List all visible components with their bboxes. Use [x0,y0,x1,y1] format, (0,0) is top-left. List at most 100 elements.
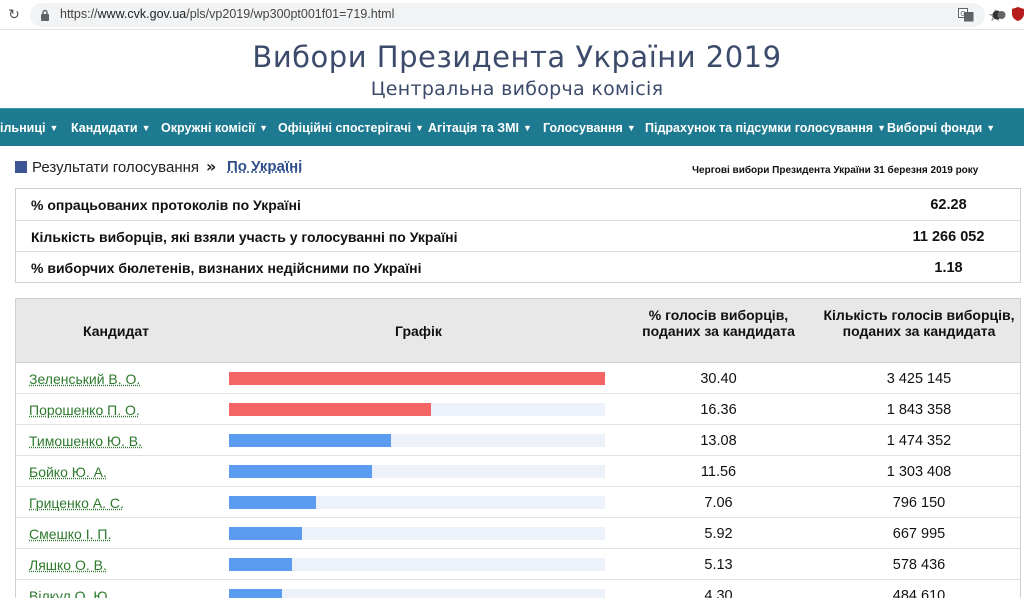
nav-item-label: Виборчі фонди [887,121,983,135]
extension-icon[interactable] [992,8,1006,22]
nav-item-candidates[interactable]: Кандидати ▼ [71,121,151,135]
browser-toolbar: ↻ https://www.cvk.gov.ua/pls/vp2019/wp30… [0,0,1024,30]
vote-bar [229,589,282,598]
nav-item-election-funds[interactable]: Виборчі фонди ▼ [887,121,995,135]
vote-bar-track [229,496,605,509]
summary-value: 62.28 [930,197,967,213]
column-header-chart: Графік [395,323,442,339]
url-host: www.cvk.gov.ua [97,7,187,21]
nav-item-campaign-media[interactable]: Агітація та ЗМІ ▼ [428,121,532,135]
url-scheme: https:// [60,7,98,21]
translate-icon[interactable]: G [958,8,974,22]
table-row: Гриценко А. С. 7.06 796 150 [16,487,1020,518]
nav-item-label: Голосування [543,121,623,135]
chevron-down-icon: ▼ [626,123,636,133]
vote-bar-track [229,403,605,416]
candidate-link[interactable]: Ляшко О. В. [29,557,107,573]
site-subtitle: Центральна виборча комісія [370,78,664,100]
vote-bar [229,372,605,385]
candidate-link[interactable]: Бойко Ю. А. [29,464,107,480]
vote-bar-track [229,434,605,447]
lock-icon[interactable] [40,9,50,21]
candidate-link[interactable]: Порошенко П. О. [29,402,140,418]
table-row: Зеленський В. О. 30.40 3 425 145 [16,363,1020,394]
nav-item-district-commissions[interactable]: Окружні комісії ▼ [161,121,268,135]
vote-percent: 11.56 [700,464,737,480]
nav-item-counting-results[interactable]: Підрахунок та підсумки голосування ▼ [645,121,886,135]
svg-text:G: G [960,10,965,18]
vote-percent: 7.06 [704,495,733,511]
nav-item-label: Офіційні спостерігачі [278,121,412,135]
election-note: Чергові вибори Президента України 31 бер… [692,165,979,176]
site-title: Вибори Президента України 2019 [252,40,782,74]
chevron-down-icon: ▼ [141,123,151,133]
vote-bar-track [229,558,605,571]
vote-bar-track [229,589,605,598]
breadcrumb-marker-icon [15,161,27,173]
summary-table: % опрацьованих протоколів по Україні 62.… [15,188,1021,283]
table-row: Вілкул О. Ю. 4.30 484 610 [16,580,1020,598]
vote-count: 484 610 [892,588,946,598]
vote-percent: 16.36 [700,402,737,418]
vote-bar [229,558,292,571]
candidate-link[interactable]: Смешко І. П. [29,526,112,542]
summary-row: Кількість виборців, які взяли участь у г… [16,220,1020,251]
chevron-down-icon: ▼ [986,123,996,133]
summary-label: Кількість виборців, які взяли участь у г… [31,229,458,245]
nav-item-voting[interactable]: Голосування ▼ [543,121,636,135]
vote-bar-track [229,372,605,385]
candidate-link[interactable]: Вілкул О. Ю. [29,588,112,598]
nav-item-label: Окружні комісії [161,121,256,135]
vote-bar-track [229,465,605,478]
url-text[interactable]: https://www.cvk.gov.ua/pls/vp2019/wp300p… [60,7,394,21]
main-nav: ільниці ▼ Кандидати ▼ Окружні комісії ▼ Офі… [0,108,1024,146]
results-table: Кандидат Графік % голосів виборців, пода… [15,298,1021,598]
nav-item-observers[interactable]: Офіційні спостерігачі ▼ [278,121,424,135]
vote-bar [229,527,302,540]
vote-count: 667 995 [892,526,946,542]
nav-item-label: Підрахунок та підсумки голосування [645,121,874,135]
vote-percent: 4.30 [704,588,733,598]
vote-bar [229,496,316,509]
address-bar[interactable]: https://www.cvk.gov.ua/pls/vp2019/wp300p… [30,3,1002,27]
column-header-percent: % голосів виборців, поданих за кандидата [642,307,795,339]
vote-bar [229,403,431,416]
table-row: Ляшко О. В. 5.13 578 436 [16,549,1020,580]
candidate-link[interactable]: Зеленський В. О. [29,371,141,387]
summary-value: 11 266 052 [912,229,985,245]
vote-bar [229,465,372,478]
results-header: Кандидат Графік % голосів виборців, пода… [16,299,1020,363]
summary-label: % виборчих бюлетенів, визнаних недійсним… [31,260,422,276]
vote-bar [229,434,391,447]
chevron-down-icon: ▼ [49,123,59,133]
column-header-count: Кількість голосів виборців, поданих за к… [823,307,1015,339]
candidate-link[interactable]: Гриценко А. С. [29,495,124,511]
nav-item-label: Агітація та ЗМІ [428,121,519,135]
vote-count: 1 303 408 [886,464,952,480]
nav-item-label: ільниці [0,121,46,135]
vote-count: 796 150 [892,495,946,511]
summary-label: % опрацьованих протоколів по Україні [31,197,301,213]
summary-row: % опрацьованих протоколів по Україні 62.… [16,189,1020,220]
reload-icon[interactable]: ↻ [8,7,20,23]
vote-count: 1 474 352 [886,433,952,449]
table-row: Бойко Ю. А. 11.56 1 303 408 [16,456,1020,487]
breadcrumb-section: Результати голосування [32,159,200,176]
vote-count: 3 425 145 [886,371,952,387]
chevron-down-icon: ▼ [877,123,886,133]
candidate-link[interactable]: Тимошенко Ю. В. [29,433,143,449]
vote-percent: 13.08 [700,433,737,449]
vote-bar-track [229,527,605,540]
chevron-down-icon: ▼ [259,123,269,133]
vote-percent: 5.92 [704,526,733,542]
nav-item-polling-stations[interactable]: ільниці ▼ [0,121,58,135]
vote-count: 578 436 [892,557,946,573]
breadcrumb-separator: » [206,157,217,176]
table-row: Тимошенко Ю. В. 13.08 1 474 352 [16,425,1020,456]
vote-percent: 30.40 [700,371,737,387]
vote-count: 1 843 358 [886,402,952,418]
nav-item-label: Кандидати [71,121,138,135]
shield-icon[interactable] [1012,7,1024,21]
vote-percent: 5.13 [704,557,733,573]
breadcrumb-current-link[interactable]: По Україні [227,158,303,175]
